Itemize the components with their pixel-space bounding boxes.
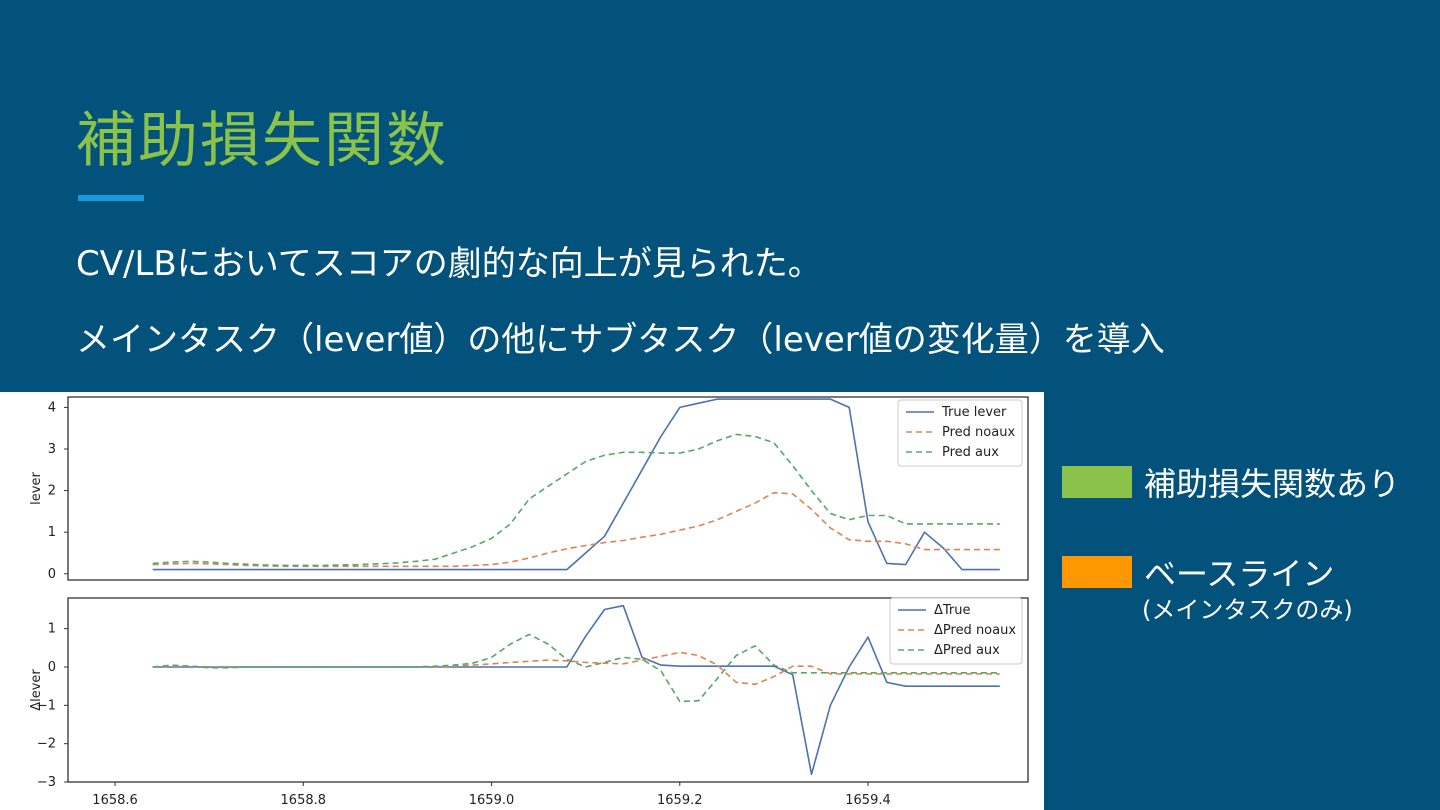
bullet-2: メインタスク（lever値）の他にサブタスク（lever値の変化量）を導入 [76,320,1165,360]
legend-entry: True lever [941,405,1007,420]
x-tick-label: 1658.6 [92,793,138,808]
y-tick-label: −1 [37,698,56,713]
series-line-1-3 [152,433,1000,567]
x-tick-label: 1659.0 [469,793,515,808]
x-tick-label: 1658.8 [281,793,327,808]
series-line-1-1 [152,398,1000,571]
x-tick-label: 1659.4 [845,793,891,808]
y-tick-label: 0 [48,660,56,675]
y-tick-label: −2 [37,737,56,752]
legend-baseline: ベースライン [1062,549,1334,595]
y-tick-label: 1 [48,622,56,637]
swatch-orange [1062,556,1132,588]
x-tick-label: 1659.2 [657,793,703,808]
legend-box-2 [889,597,1023,665]
series-line-2-1 [152,604,1000,776]
y-tick-label: 1 [48,525,56,540]
swatch-green [1062,466,1132,498]
title-underline [78,195,144,201]
bullet-1: CV/LBにおいてスコアの劇的な向上が見られた。 [76,244,822,284]
legend-entry: ΔPred aux [934,643,1000,658]
plot-frame-1 [67,396,1029,581]
series-line-1-2 [152,491,1000,568]
y-tick-label: 3 [48,442,56,457]
legend-entry: ΔTrue [934,603,971,618]
legend-label-aux: 補助損失関数あり [1144,465,1401,503]
lever-charts: 0 1 2 3 4 lever True lever Pred noaux Pred aux 1 0… [29,396,1029,808]
legend-entry: Pred noaux [942,425,1015,440]
legend-box-1 [897,399,1023,467]
y-tick-label: 0 [48,567,56,582]
y-axis-label-2: Δlever [29,669,44,711]
series-line-2-3 [152,633,1000,703]
slide-title: 補助損失関数 [76,106,448,176]
legend-with-aux: 補助損失関数あり [1062,459,1400,505]
y-axis-label-1: lever [29,472,44,505]
legend-sublabel-baseline: (メインタスクのみ) [1142,596,1353,624]
y-tick-label: −3 [37,775,56,790]
series-line-2-2 [152,651,1000,686]
y-tick-label: 4 [48,400,56,415]
chart-panel: 0 1 2 3 4 lever True lever Pred noaux Pred aux 1 0… [0,392,1044,810]
y-tick-label: 2 [48,484,56,499]
legend-label-baseline: ベースライン [1144,555,1335,593]
legend-entry: ΔPred noaux [934,623,1016,638]
legend-entry: Pred aux [942,445,999,460]
plot-frame-2 [67,597,1029,783]
